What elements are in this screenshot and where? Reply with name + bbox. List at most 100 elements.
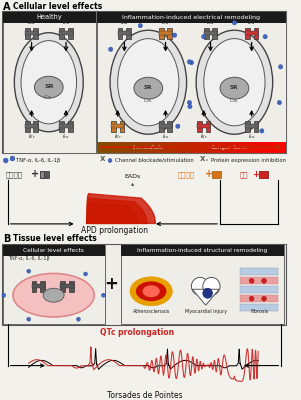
- Bar: [118, 31, 131, 35]
- Bar: [215, 142, 216, 152]
- Bar: [162, 142, 163, 152]
- Bar: [282, 142, 283, 152]
- Bar: [157, 142, 158, 152]
- Bar: [151, 142, 152, 152]
- Bar: [106, 142, 107, 152]
- Bar: [234, 142, 235, 152]
- Bar: [269, 142, 270, 152]
- Text: $I_{Ca}$: $I_{Ca}$: [161, 18, 170, 27]
- Bar: [252, 142, 253, 152]
- Bar: [264, 142, 265, 152]
- Bar: [118, 142, 119, 152]
- Circle shape: [2, 293, 6, 297]
- Bar: [143, 142, 144, 152]
- Text: Tissue level effects: Tissue level effects: [14, 234, 97, 243]
- Bar: [134, 142, 135, 152]
- Bar: [182, 142, 183, 152]
- Bar: [218, 142, 219, 152]
- Ellipse shape: [196, 30, 273, 134]
- Text: X: X: [200, 156, 206, 162]
- Bar: [180, 142, 181, 152]
- Bar: [97, 142, 98, 152]
- Bar: [189, 142, 191, 152]
- Bar: [219, 142, 220, 152]
- Bar: [3, 245, 105, 256]
- Bar: [100, 142, 101, 152]
- Bar: [191, 142, 192, 152]
- Text: $I_{Na}$: $I_{Na}$: [206, 18, 215, 27]
- Ellipse shape: [13, 274, 94, 317]
- Bar: [246, 142, 247, 152]
- Bar: [262, 142, 263, 152]
- Circle shape: [187, 100, 191, 105]
- Circle shape: [27, 317, 31, 321]
- Bar: [126, 142, 127, 152]
- Bar: [216, 142, 217, 152]
- Ellipse shape: [143, 285, 160, 297]
- Bar: [213, 28, 217, 39]
- Text: B: B: [3, 234, 10, 244]
- Bar: [188, 142, 189, 152]
- Bar: [32, 284, 45, 288]
- Bar: [183, 142, 184, 152]
- Bar: [102, 142, 103, 152]
- Circle shape: [138, 24, 142, 28]
- Bar: [163, 142, 164, 152]
- Text: $I_{Na}$: $I_{Na}$: [27, 18, 36, 27]
- Bar: [206, 121, 210, 132]
- Bar: [136, 142, 137, 152]
- Bar: [253, 121, 258, 132]
- Text: $I_{Kr}$: $I_{Kr}$: [114, 132, 122, 141]
- Text: $I_{Ca}$: $I_{Ca}$: [247, 18, 256, 27]
- Circle shape: [27, 269, 31, 273]
- Bar: [227, 142, 228, 152]
- Bar: [160, 142, 161, 152]
- Bar: [202, 142, 203, 152]
- Bar: [257, 142, 258, 152]
- Text: $I_{Kr}$: $I_{Kr}$: [28, 132, 36, 141]
- Bar: [267, 142, 268, 152]
- Bar: [2, 244, 286, 325]
- Bar: [272, 142, 273, 152]
- Bar: [260, 142, 261, 152]
- Bar: [116, 142, 117, 152]
- Bar: [204, 142, 205, 152]
- Bar: [167, 121, 172, 132]
- Circle shape: [172, 33, 177, 37]
- Text: $\mathit{Ca_L}$: $\mathit{Ca_L}$: [43, 93, 54, 102]
- Ellipse shape: [204, 39, 265, 126]
- Text: $\mathit{Ca_L}$: $\mathit{Ca_L}$: [143, 96, 153, 104]
- Bar: [159, 121, 164, 132]
- Bar: [159, 28, 164, 39]
- Bar: [3, 12, 96, 152]
- Bar: [224, 142, 225, 152]
- Bar: [159, 124, 172, 128]
- Circle shape: [262, 296, 266, 301]
- Text: EADs: EADs: [124, 174, 140, 179]
- Bar: [242, 142, 243, 152]
- Bar: [186, 142, 187, 152]
- Bar: [121, 245, 284, 324]
- Bar: [250, 142, 251, 152]
- Polygon shape: [192, 289, 219, 305]
- Bar: [277, 142, 278, 152]
- Bar: [285, 142, 286, 152]
- Bar: [128, 142, 129, 152]
- Text: Torsades de Pointes: Torsades de Pointes: [107, 391, 182, 400]
- Bar: [200, 142, 201, 152]
- Bar: [280, 142, 281, 152]
- Bar: [158, 142, 159, 152]
- Ellipse shape: [43, 288, 64, 302]
- Bar: [177, 142, 178, 152]
- Bar: [159, 142, 160, 152]
- Bar: [104, 142, 105, 152]
- Bar: [129, 142, 130, 152]
- Bar: [256, 142, 257, 152]
- Bar: [171, 142, 172, 152]
- Bar: [60, 281, 65, 292]
- Text: ⬛⬛⬛⬛: ⬛⬛⬛⬛: [6, 171, 23, 178]
- Bar: [137, 142, 138, 152]
- Circle shape: [176, 124, 180, 128]
- Bar: [2, 11, 286, 152]
- Bar: [167, 142, 168, 152]
